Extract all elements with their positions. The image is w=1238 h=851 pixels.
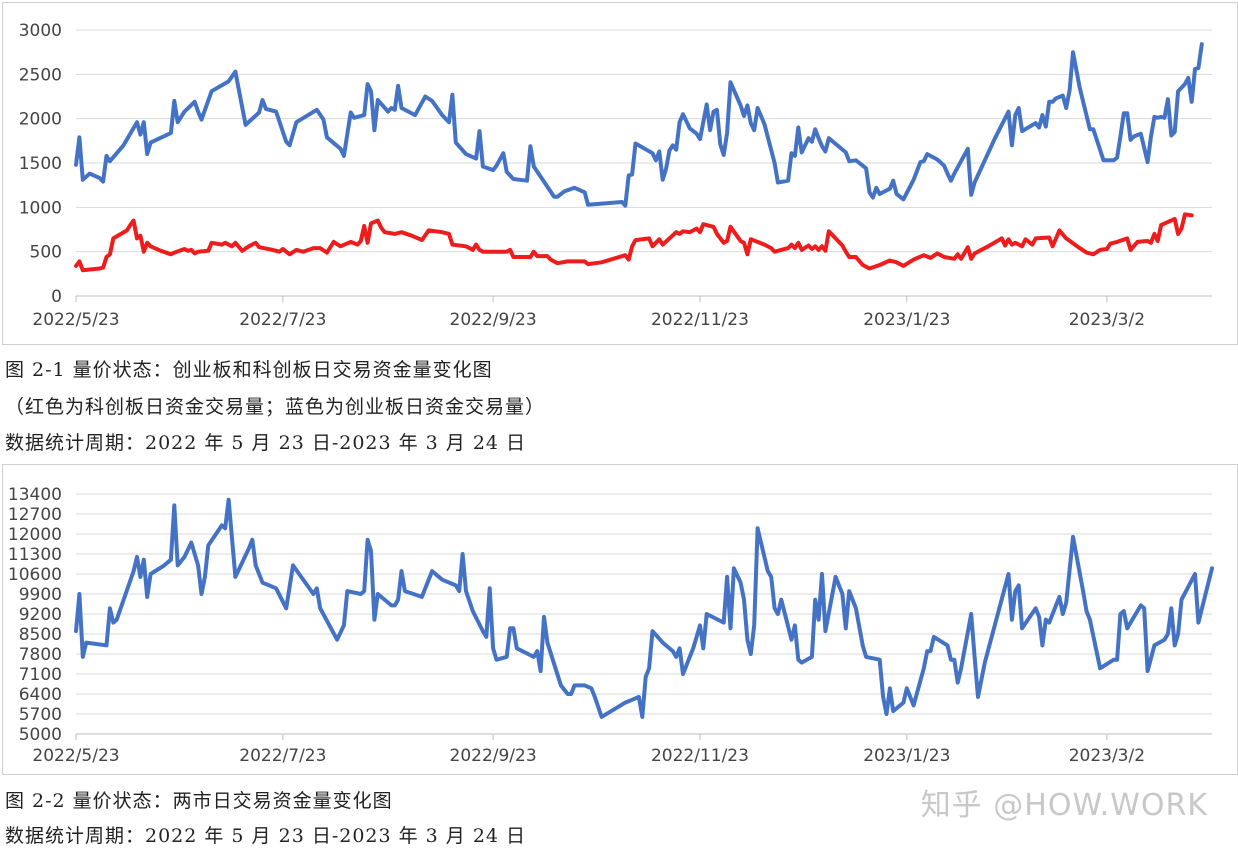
chart-1: 0 500 1000 1500 2000 2500 3000 2022/5/23 2022/7/…: [19, 21, 1212, 330]
x-tick-label: 2023/3/2: [1069, 746, 1145, 766]
chart-2-frame: 5000 5700 6400 7100 7800 8500 9200 9900 10600 113…: [2, 464, 1238, 775]
series-line-1: [74, 497, 1214, 719]
x-tick-label: 2022/11/23: [651, 310, 749, 330]
x-tick-label: 2022/7/23: [239, 310, 326, 330]
y-tick-label: 13400: [8, 485, 62, 505]
x-tick-label: 2023/3/2: [1069, 310, 1145, 330]
y-tick-label: 0: [51, 287, 62, 307]
y-tick-label: 11300: [8, 545, 62, 565]
x-tick-label: 2023/1/23: [863, 310, 950, 330]
y-tick-label: 9200: [19, 605, 62, 625]
y-tick-label: 8500: [19, 625, 62, 645]
y-tick-label: 12000: [8, 525, 62, 545]
x-tick-label: 2022/9/23: [450, 746, 537, 766]
chart-2-caption-period: 数据统计周期：2022 年 5 月 23 日-2023 年 3 月 24 日: [5, 825, 527, 847]
y-tick-label: 6400: [19, 685, 62, 705]
x-tick-label: 2022/11/23: [651, 746, 749, 766]
y-tick-label: 3000: [19, 21, 62, 41]
x-tick-label: 2023/1/23: [863, 746, 950, 766]
x-tick-label: 2022/5/23: [32, 746, 119, 766]
x-tick-label: 2022/5/23: [32, 310, 119, 330]
chart-1-caption-period: 数据统计周期：2022 年 5 月 23 日-2023 年 3 月 24 日: [5, 432, 527, 454]
y-tick-label: 10600: [8, 565, 62, 585]
chart-1-frame: 0 500 1000 1500 2000 2500 3000 2022/5/23 2022/7/…: [2, 2, 1238, 345]
y-tick-label: 12700: [8, 505, 62, 525]
y-tick-label: 5700: [19, 705, 62, 725]
y-tick-label: 9900: [19, 585, 62, 605]
watermark: 知乎 @HOW.WORK: [920, 788, 1208, 823]
y-tick-label: 1000: [19, 198, 62, 218]
chart-2-caption-title: 图 2-2 量价状态：两市日交易资金量变化图: [5, 790, 393, 812]
y-tick-label: 2500: [19, 65, 62, 85]
y-tick-label: 7800: [19, 645, 62, 665]
y-tick-label: 5000: [19, 725, 62, 745]
y-tick-label: 7100: [19, 665, 62, 685]
x-tick-label: 2022/9/23: [450, 310, 537, 330]
chart-1-caption-legend: （红色为科创板日资金交易量；蓝色为创业板日资金交易量）: [5, 396, 546, 418]
y-tick-label: 500: [30, 243, 62, 263]
series-line-1: [74, 42, 1204, 208]
chart-2: 5000570064007100780085009200990010600113…: [8, 485, 1214, 766]
y-tick-label: 1500: [19, 154, 62, 174]
series-line-2: [74, 212, 1194, 273]
chart-1-caption-title: 图 2-1 量价状态：创业板和科创板日交易资金量变化图: [5, 359, 493, 381]
y-tick-label: 2000: [19, 110, 62, 130]
x-tick-label: 2022/7/23: [239, 746, 326, 766]
